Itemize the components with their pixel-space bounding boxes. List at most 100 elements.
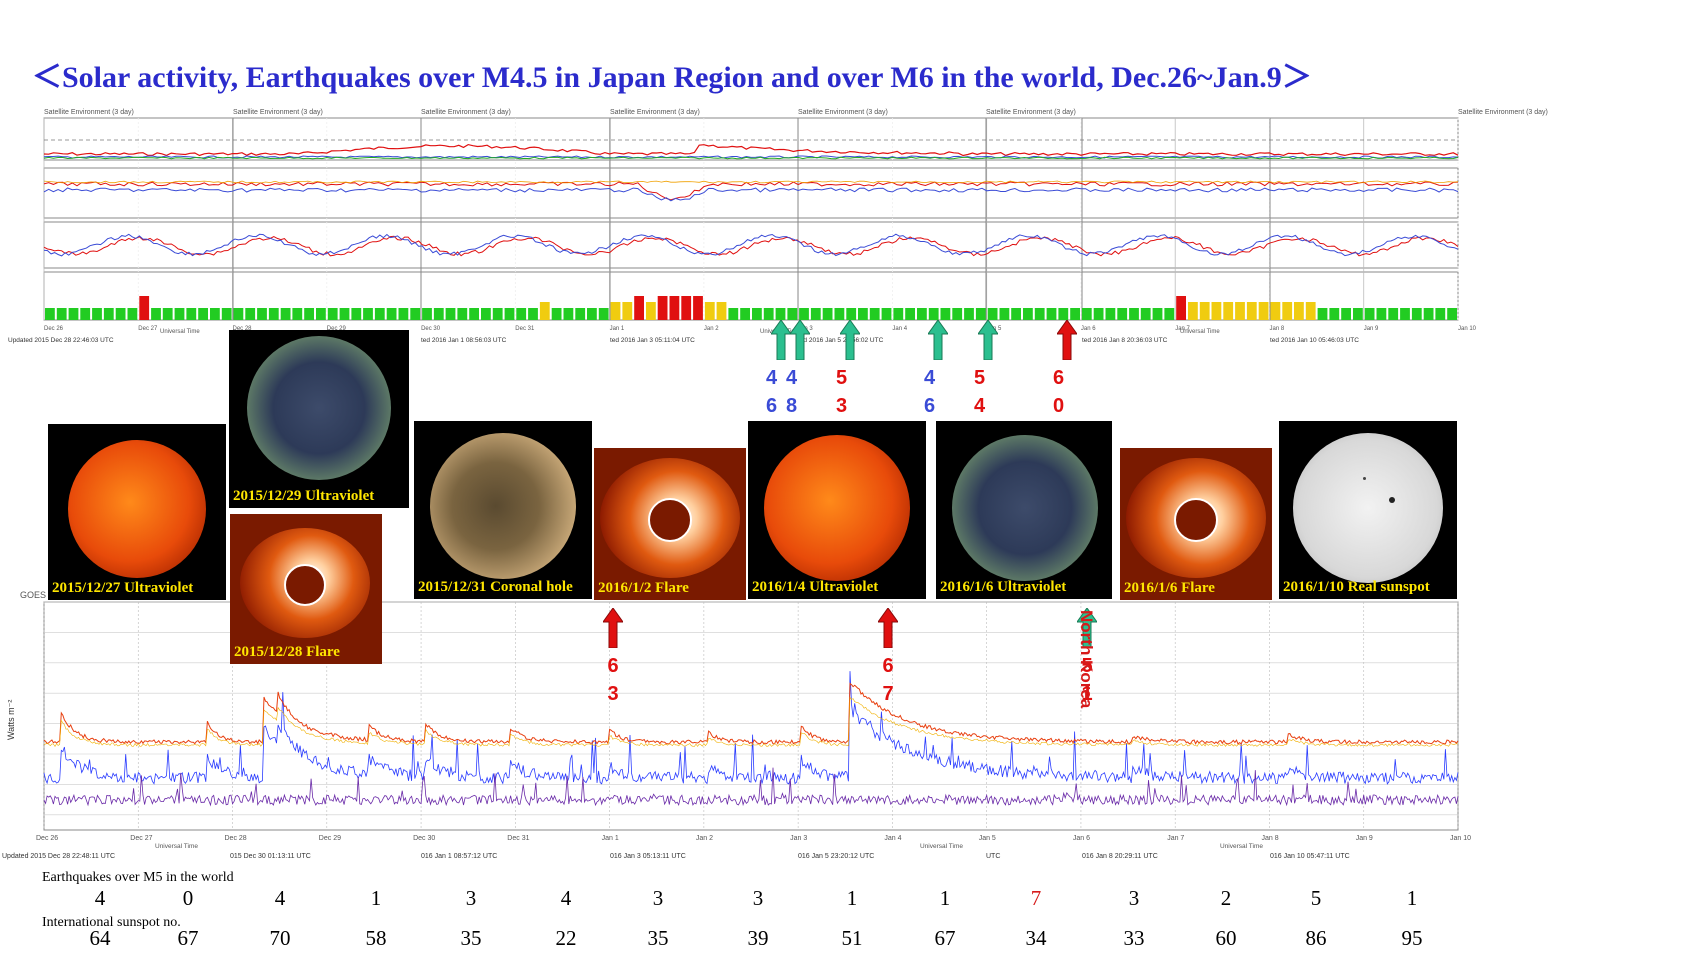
- image-tile-sunspot-jan10: 2016/1/10 Real sunspot: [1279, 421, 1457, 599]
- updated-timestamp: ted 2016 Jan 8 20:36:03 UTC: [1082, 337, 1168, 344]
- kp-bar: [928, 308, 939, 320]
- earthquake-count: 1: [846, 886, 858, 910]
- magnitude-integer: 5: [836, 367, 848, 389]
- kp-bar: [374, 308, 385, 320]
- sunspot-dot: [1363, 477, 1366, 480]
- kp-bar: [752, 308, 762, 320]
- kp-bar: [457, 308, 468, 320]
- goes-updated-timestamp: UTC: [986, 853, 1000, 860]
- kp-bar: [363, 308, 373, 320]
- panel-header: Satellite Environment (3 day): [421, 109, 511, 116]
- kp-bar: [1188, 302, 1198, 320]
- kp-bar: [775, 308, 786, 320]
- earthquake-count: 5: [1310, 886, 1322, 910]
- kp-bar: [492, 308, 503, 320]
- kp-bar: [681, 296, 692, 320]
- sun-disc: [430, 433, 576, 579]
- image-caption: 2015/12/31 Coronal hole: [418, 579, 573, 595]
- kp-bar: [858, 308, 868, 320]
- kp-bar: [92, 308, 102, 320]
- kp-bar: [139, 296, 150, 320]
- panel-header: Satellite Environment (3 day): [1458, 109, 1548, 116]
- magnitude-integer: 4: [766, 367, 778, 389]
- goes-axis-tick-label: Jan 2: [696, 835, 713, 842]
- goes-updated-timestamp: 016 Jan 8 20:29:11 UTC: [1082, 853, 1158, 860]
- sunspot-number: 33: [1123, 926, 1145, 950]
- kp-bar: [445, 308, 456, 320]
- image-tile-coronal-hole-dec31: 2015/12/31 Coronal hole: [414, 421, 592, 599]
- kp-bar: [869, 308, 880, 320]
- goes-long-wave-line: [43, 682, 1459, 746]
- kp-bar: [587, 308, 597, 320]
- sunspot-number: 86: [1305, 926, 1327, 950]
- goes-axis-tick-label: Jan 1: [602, 835, 619, 842]
- top-axis-tick-label: Jan 10: [1458, 326, 1477, 332]
- kp-bar: [115, 308, 126, 320]
- kp-bar: [704, 302, 715, 320]
- kp-bar: [528, 308, 538, 320]
- updated-timestamp: Updated 2015 Dec 28 22:46:03 UTC: [8, 337, 114, 344]
- kp-bar: [1023, 308, 1033, 320]
- kp-bar: [1070, 308, 1080, 320]
- kp-bar: [304, 308, 314, 320]
- image-tile-uv-jan6: 2016/1/6 Ultraviolet: [936, 421, 1112, 599]
- kp-bar: [1235, 302, 1245, 320]
- goes-axis-tick-label: Jan 4: [884, 835, 901, 842]
- up-arrow-icon: [1057, 320, 1077, 360]
- panel-header: Satellite Environment (3 day): [233, 109, 323, 116]
- top-axis-tick-label: Dec 28: [233, 326, 253, 332]
- wave-line-blue: [43, 233, 1459, 257]
- sun-disc: [952, 435, 1098, 581]
- sun-disc: [68, 440, 206, 578]
- goes-short-wave-line-secondary: [43, 767, 1459, 807]
- japan-quake-arrow: [770, 319, 792, 365]
- kp-bar: [103, 308, 114, 320]
- kp-bar: [1105, 308, 1116, 320]
- kp-bar: [799, 308, 809, 320]
- up-arrow-icon: [1077, 608, 1097, 648]
- top-axis-tick-label: Dec 30: [421, 326, 441, 332]
- kp-bar: [1353, 308, 1363, 320]
- kp-bar: [905, 308, 915, 320]
- earthquake-count: 4: [94, 886, 106, 910]
- sunspot-number: 35: [460, 926, 482, 950]
- magnetometer-line-blue: [43, 187, 1459, 202]
- goes-axis-tick-label: Jan 8: [1262, 835, 1279, 842]
- kp-bar: [233, 308, 244, 320]
- kp-bar: [551, 308, 562, 320]
- north-korea-label: North Korea: [1077, 610, 1096, 709]
- earthquake-count: 4: [274, 886, 286, 910]
- image-tile-flare-dec28: 2015/12/28 Flare: [230, 514, 382, 664]
- kp-bar: [810, 308, 821, 320]
- image-caption: 2015/12/28 Flare: [234, 644, 340, 660]
- magnitude-decimal: 8: [786, 395, 798, 417]
- kp-bar: [917, 308, 927, 320]
- up-arrow-icon: [789, 319, 811, 361]
- kp-bar: [469, 308, 479, 320]
- kp-bar: [56, 308, 67, 320]
- image-caption: 2015/12/29 Ultraviolet: [233, 488, 375, 504]
- kp-bar: [292, 308, 303, 320]
- goes-axis-tick-label: Jan 3: [790, 835, 807, 842]
- kp-bar: [952, 308, 963, 320]
- kp-bar: [221, 308, 232, 320]
- sunspot-number: 67: [934, 926, 956, 950]
- kp-bar: [210, 308, 220, 320]
- magnitude-decimal: 6: [766, 395, 778, 417]
- goes-long-wave-line-secondary: [43, 696, 1459, 748]
- kp-bar: [1388, 308, 1399, 320]
- earthquake-count: 7: [1030, 886, 1042, 910]
- occulter-disc: [284, 564, 326, 606]
- earthquake-count: 3: [652, 886, 664, 910]
- goes-updated-timestamp: 016 Jan 10 05:47:11 UTC: [1270, 853, 1350, 860]
- kp-bar: [598, 308, 609, 320]
- earthquakes-label: Earthquakes over M5 in the world: [42, 870, 234, 885]
- kp-bar: [1447, 308, 1457, 320]
- occulter-disc: [648, 498, 692, 542]
- magnitude-decimal: 1: [1081, 683, 1093, 705]
- kp-bar: [787, 308, 798, 320]
- panel-header: Satellite Environment (3 day): [44, 109, 134, 116]
